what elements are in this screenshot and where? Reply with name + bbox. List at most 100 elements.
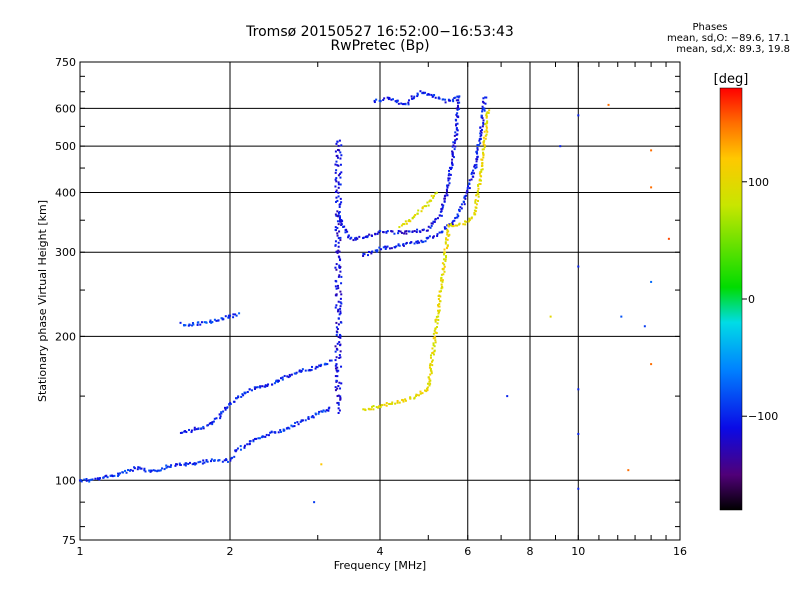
data-point (111, 475, 114, 478)
data-point (434, 341, 437, 344)
data-point (339, 172, 342, 175)
data-point (480, 128, 483, 131)
data-point (427, 376, 430, 379)
data-point (440, 210, 443, 213)
data-point (446, 244, 449, 247)
data-point (335, 280, 338, 283)
data-point (405, 241, 408, 244)
data-point (456, 104, 459, 107)
data-point (421, 92, 424, 95)
data-point (339, 265, 342, 268)
data-point (337, 174, 340, 177)
data-point (468, 179, 471, 182)
data-point (229, 459, 232, 462)
data-point (215, 319, 218, 322)
x-tick-label: 2 (227, 545, 234, 558)
data-point (344, 229, 347, 232)
data-point (447, 225, 450, 228)
data-point (362, 254, 365, 257)
data-point (338, 205, 341, 208)
data-point (420, 210, 423, 213)
data-point (334, 244, 337, 247)
data-point (197, 321, 200, 324)
data-point (339, 197, 342, 200)
data-point (389, 402, 392, 405)
data-point (335, 380, 338, 383)
data-point (479, 130, 482, 133)
data-point (438, 231, 441, 234)
data-point (235, 314, 238, 317)
data-point (259, 385, 262, 388)
data-point (441, 207, 444, 210)
data-point (476, 147, 479, 150)
data-point (238, 312, 241, 315)
data-point (374, 232, 377, 235)
data-point (338, 250, 341, 253)
data-point (475, 194, 478, 197)
data-point (338, 264, 341, 267)
data-point (438, 302, 441, 305)
data-point (232, 313, 235, 316)
data-point (451, 154, 454, 157)
data-point (376, 232, 379, 235)
trace-x-trace (362, 109, 491, 412)
data-point (335, 196, 338, 199)
data-point (98, 478, 101, 481)
data-point (143, 467, 146, 470)
data-point (446, 184, 449, 187)
data-point (183, 324, 186, 327)
phase-info: Phases mean, sd,O: −89.6, 17.1 mean, sd,… (590, 22, 790, 55)
data-point (161, 467, 164, 470)
data-point (339, 336, 342, 339)
data-point (482, 151, 485, 154)
data-point (457, 214, 460, 217)
data-point (339, 396, 342, 399)
data-point (434, 320, 437, 323)
data-point (236, 447, 239, 450)
data-point (159, 469, 162, 472)
data-point (338, 266, 341, 269)
data-point (407, 101, 410, 104)
data-point (450, 166, 453, 169)
data-point (291, 425, 294, 428)
data-point (438, 290, 441, 293)
data-point (340, 365, 343, 368)
data-point (395, 245, 398, 248)
data-point (253, 387, 256, 390)
data-point (454, 131, 457, 134)
data-point (415, 394, 418, 397)
data-point (334, 375, 337, 378)
data-point (452, 156, 455, 159)
data-point (255, 437, 258, 440)
data-point (413, 215, 416, 218)
data-point (299, 420, 302, 423)
data-point (339, 387, 342, 390)
data-point (405, 230, 408, 233)
data-point (409, 396, 412, 399)
data-point (338, 381, 341, 384)
data-point (337, 403, 340, 406)
data-point (386, 96, 389, 99)
data-point (451, 220, 454, 223)
data-point (506, 395, 509, 398)
data-point (336, 199, 339, 202)
data-point (335, 287, 338, 290)
data-point (339, 305, 342, 308)
data-point (309, 369, 312, 372)
data-point (471, 171, 474, 174)
data-point (362, 252, 365, 255)
data-point (413, 95, 416, 98)
data-point (181, 431, 184, 434)
data-point (426, 201, 429, 204)
data-point (191, 324, 194, 327)
data-point (650, 186, 653, 189)
data-point (474, 213, 477, 216)
data-point (396, 99, 399, 102)
data-point (470, 216, 473, 219)
trace-o-main (337, 95, 461, 242)
data-point (484, 134, 487, 137)
data-point (440, 290, 443, 293)
data-point (476, 190, 479, 193)
data-point (481, 125, 484, 128)
data-point (339, 301, 342, 304)
